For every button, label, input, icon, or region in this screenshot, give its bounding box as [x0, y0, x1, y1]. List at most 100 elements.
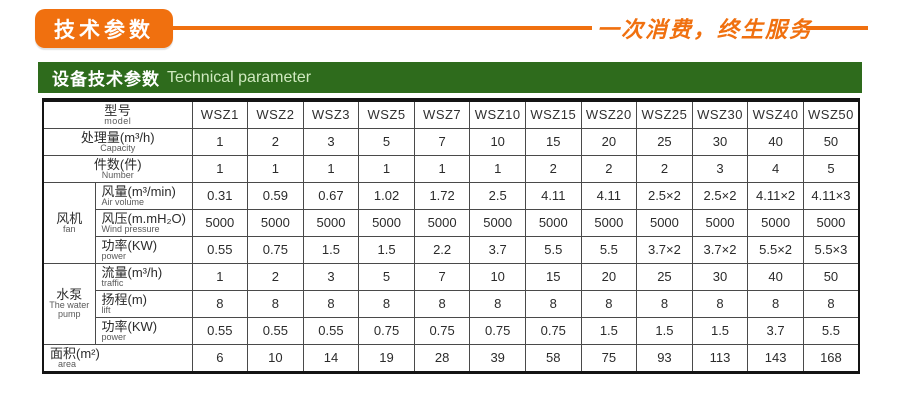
spec-value-cell: 3.7×2	[636, 236, 693, 264]
spec-value-cell: 5	[358, 263, 415, 291]
group-label-cell: 水泵 The water pump	[42, 263, 96, 345]
spec-value-cell: 20	[580, 263, 638, 291]
row-label-cell: 功率(KW) power	[94, 317, 193, 345]
spec-value-cell: 8	[691, 290, 749, 318]
label-en: fan	[62, 223, 76, 234]
spec-value-cell: 2	[636, 155, 693, 183]
label-zh: 件数(件)	[93, 156, 142, 172]
spec-value-cell: 39	[469, 344, 526, 373]
column-header: WSZ10	[469, 99, 526, 129]
label-zh: 风机	[56, 210, 83, 226]
spec-value-cell: 8	[524, 290, 582, 318]
table-row: 水泵 The water pump 流量(m³/h) traffic 1 2 3 5 7 10 15…	[42, 263, 860, 345]
spec-value-cell: 28	[413, 344, 471, 373]
spec-value-cell: 14	[302, 344, 360, 373]
spec-value-cell: 5000	[247, 209, 304, 237]
spec-value-cell: 168	[802, 344, 860, 373]
spec-value-cell: 8	[802, 290, 860, 318]
table-row: 功率(KW) power 0.55 0.55 0.55 0.75 0.75 0.75 0.75 1…	[43, 317, 860, 345]
spec-value-cell: 1	[413, 155, 471, 183]
spec-value-cell: 0.75	[469, 317, 526, 345]
spec-value-cell: 5000	[469, 209, 526, 237]
spec-value-cell: 1	[469, 155, 526, 183]
spec-value-cell: 5000	[302, 209, 360, 237]
spec-value-cell: 143	[747, 344, 804, 373]
label-zh: 扬程(m)	[101, 291, 148, 307]
table-row: 处理量(m³/h) Capacity 1 2 3 5 7 10 15 20 25 30 40 50	[42, 128, 860, 156]
divider-line-left	[171, 26, 592, 30]
spec-value-cell: 0.55	[302, 317, 360, 345]
label-en: Number	[101, 169, 134, 180]
spec-value-cell: 1.5	[580, 317, 638, 345]
spec-value-cell: 5000	[747, 209, 804, 237]
spec-value-cell: 7	[413, 263, 471, 291]
spec-value-cell: 4.11×2	[747, 182, 804, 210]
column-header: WSZ20	[580, 99, 638, 129]
label-zh: 流量(m³/h)	[101, 264, 163, 280]
spec-value-cell: 5.5	[802, 317, 860, 345]
spec-value-cell: 1.5	[691, 317, 749, 345]
spec-value-cell: 7	[413, 128, 471, 156]
spec-value-cell: 0.75	[358, 317, 415, 345]
spec-value-cell: 0.75	[247, 236, 304, 264]
spec-value-cell: 3.7×2	[691, 236, 749, 264]
table-row: 功率(KW) power 0.55 0.75 1.5 1.5 2.2 3.7 5.5 5.5 3.7…	[43, 236, 860, 264]
section-title-zh: 设备技术参数	[52, 70, 160, 89]
spec-value-cell: 30	[691, 128, 749, 156]
label-en: power	[101, 331, 127, 342]
spec-value-cell: 8	[469, 290, 526, 318]
label-en: Air volume	[101, 196, 145, 207]
table-row: 风机 fan 风量(m³/min) Air volume 0.31 0.59 0.67 1.0…	[42, 182, 860, 264]
group-label-cell: 风机 fan	[42, 182, 96, 264]
label-en: power	[101, 250, 127, 261]
spec-value-cell: 93	[636, 344, 693, 373]
spec-value-cell: 2	[247, 128, 304, 156]
label-zh: 功率(KW)	[101, 237, 158, 253]
spec-value-cell: 4.11×3	[802, 182, 860, 210]
spec-value-cell: 1.02	[358, 182, 415, 210]
label-zh: 风压(m.mH₂O)	[101, 210, 186, 226]
spec-value-cell: 5	[358, 128, 415, 156]
row-label-cell: 流量(m³/h) traffic	[94, 263, 193, 291]
spec-value-cell: 3	[302, 263, 360, 291]
spec-value-cell: 5	[802, 155, 860, 183]
spec-table: 型号 model WSZ1 WSZ2 WSZ3 WSZ5 WSZ7 WSZ10 WSZ15 WSZ…	[42, 98, 860, 374]
spec-value-cell: 1	[302, 155, 360, 183]
spec-value-cell: 5.5×3	[802, 236, 860, 264]
spec-value-cell: 5000	[358, 209, 415, 237]
column-header: WSZ50	[802, 99, 860, 129]
spec-value-cell: 50	[802, 128, 860, 156]
spec-value-cell: 19	[358, 344, 415, 373]
spec-value-cell: 75	[580, 344, 638, 373]
label-zh: 处理量(m³/h)	[80, 129, 155, 145]
spec-value-cell: 10	[469, 128, 526, 156]
table-head: 型号 model WSZ1 WSZ2 WSZ3 WSZ5 WSZ7 WSZ10 WSZ15 WSZ…	[42, 99, 860, 129]
spec-value-cell: 25	[636, 128, 693, 156]
spec-value-cell: 3	[302, 128, 360, 156]
table-row: 件数(件) Number 1 1 1 1 1 1 2 2 2 3 4 5	[42, 155, 860, 183]
row-label-cell: 扬程(m) lift	[94, 290, 193, 318]
section-header: 设备技术参数 Technical parameter	[38, 62, 862, 93]
spec-value-cell: 1	[191, 263, 249, 291]
spec-value-cell: 4.11	[524, 182, 582, 210]
slogan-text: 一次消费，终生服务	[597, 17, 814, 43]
column-header: WSZ5	[358, 99, 415, 129]
spec-value-cell: 40	[747, 263, 804, 291]
label-zh: 功率(KW)	[101, 318, 158, 334]
row-label-cell: 件数(件) Number	[42, 155, 193, 183]
column-header: WSZ2	[247, 99, 304, 129]
row-label-cell: 处理量(m³/h) Capacity	[42, 128, 193, 156]
spec-value-cell: 0.55	[247, 317, 304, 345]
spec-value-cell: 15	[524, 263, 582, 291]
label-en: traffic	[101, 277, 124, 288]
column-header: WSZ7	[413, 99, 471, 129]
spec-value-cell: 4.11	[580, 182, 638, 210]
spec-value-cell: 8	[358, 290, 415, 318]
spec-value-cell: 0.31	[191, 182, 249, 210]
spec-value-cell: 15	[524, 128, 582, 156]
spec-value-cell: 8	[191, 290, 249, 318]
spec-value-cell: 113	[691, 344, 749, 373]
tech-params-badge: 技术参数	[35, 9, 173, 48]
row-label-cell: 面积(m²) area	[42, 344, 193, 373]
spec-value-cell: 8	[413, 290, 471, 318]
